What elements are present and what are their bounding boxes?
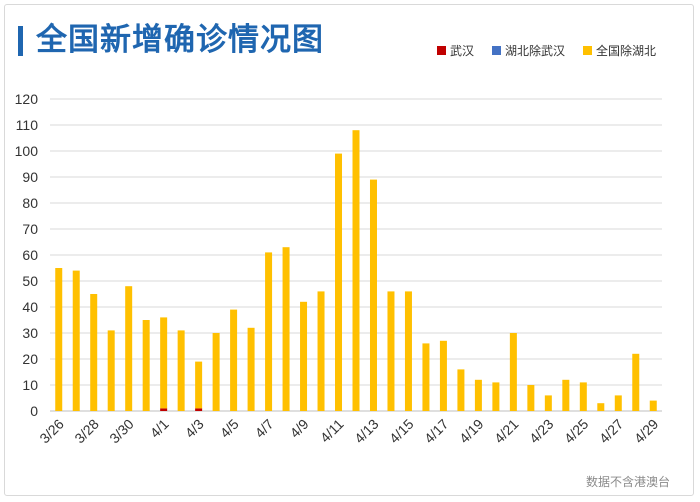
bar-3-31-s2 [142,320,150,411]
bar-4-1-s0 [160,408,168,411]
y-tick-label: 0 [30,403,38,419]
bar-4-3-s0 [195,408,203,411]
bar-4-12-s2 [352,130,360,411]
y-tick-label: 30 [22,325,38,341]
legend-swatch-hubei-ex-wuhan [491,46,501,55]
bar-4-3-s2 [195,361,203,409]
bar-4-20-s2 [492,382,500,411]
chart-card [4,4,694,496]
legend-swatch-china-ex-hubei [582,46,592,55]
bar-4-5-s2 [230,309,238,411]
bar-4-17-s2 [439,340,447,411]
bar-4-27-s2 [614,395,622,411]
bar-4-2-s2 [177,330,185,411]
bar-4-6-s2 [247,327,255,411]
x-tick-label: 4/1 [147,416,172,441]
bar-4-28-s2 [632,353,640,411]
bar-4-1-s2 [160,317,168,409]
y-tick-label: 10 [22,377,38,393]
y-tick-label: 120 [15,91,39,107]
x-tick-label: 4/15 [386,416,417,447]
bar-4-14-s2 [387,291,395,411]
bar-4-16-s2 [422,343,430,411]
bar-4-24-s2 [562,379,570,411]
bar-4-29-s2 [649,400,657,411]
y-tick-label: 20 [22,351,38,367]
bar-3-29-s2 [107,330,115,411]
x-tick-label: 4/7 [252,416,277,441]
x-tick-label: 4/25 [561,416,592,447]
x-tick-label: 4/13 [351,416,382,447]
x-tick-label: 4/11 [317,416,347,446]
bar-4-22-s2 [527,385,535,411]
y-tick-label: 60 [22,247,38,263]
chart-title: 全国新增确诊情况图 [36,22,324,58]
title-accent-bar [18,26,23,56]
legend: 武汉 湖北除武汉 全国除湖北 [436,42,656,59]
x-tick-label: 4/21 [491,416,522,447]
y-tick-label: 110 [16,117,39,133]
legend-label-wuhan: 武汉 [449,44,474,58]
x-tick-label: 3/30 [106,416,137,447]
bar-4-7-s2 [265,252,273,411]
x-tick-label: 4/23 [526,416,557,447]
x-tick-label: 4/27 [596,416,627,447]
y-tick-label: 50 [22,273,38,289]
legend-item-china-ex-hubei: 全国除湖北 [582,42,656,59]
bar-3-30-s2 [125,286,133,411]
legend-swatch-wuhan [436,46,446,55]
x-tick-label: 3/28 [71,416,102,447]
bar-4-9-s2 [300,301,308,411]
bar-4-13-s2 [369,179,377,411]
x-tick-label: 4/3 [182,416,207,441]
bar-4-19-s2 [474,379,482,411]
data-note: 数据不含港澳台 [585,475,670,489]
bar-4-18-s2 [457,369,465,411]
bar-3-27-s2 [72,270,80,411]
legend-item-wuhan: 武汉 [436,42,474,59]
legend-label-china-ex-hubei: 全国除湖北 [595,44,656,58]
x-tick-label: 4/17 [421,416,452,447]
bar-4-10-s2 [317,291,325,411]
bar-3-28-s2 [90,294,98,411]
legend-item-hubei-ex-wuhan: 湖北除武汉 [491,42,565,59]
x-tick-label: 4/29 [631,416,662,447]
y-tick-label: 80 [22,195,38,211]
x-tick-label: 4/5 [217,416,242,441]
bar-4-15-s2 [404,291,412,411]
y-tick-label: 100 [15,143,39,159]
x-tick-label: 4/9 [287,416,312,441]
bar-4-25-s2 [579,382,587,411]
bar-4-26-s2 [597,403,605,411]
bar-4-23-s2 [544,395,552,411]
x-tick-label: 3/26 [36,416,67,447]
bar-4-4-s2 [212,333,220,411]
y-tick-label: 90 [22,169,38,185]
legend-label-hubei-ex-wuhan: 湖北除武汉 [504,44,565,58]
x-tick-label: 4/19 [456,416,487,447]
y-tick-label: 70 [22,221,38,237]
bar-4-21-s2 [509,333,517,411]
bar-4-11-s2 [335,153,343,411]
bar-3-26-s2 [55,268,63,411]
bar-4-8-s2 [282,247,290,411]
y-tick-label: 40 [22,299,38,315]
